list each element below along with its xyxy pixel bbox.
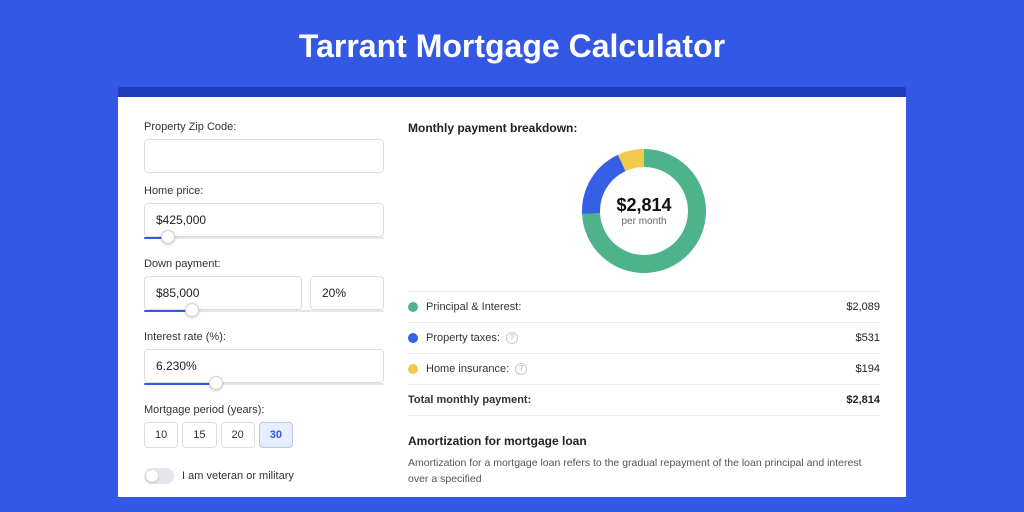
legend-total-label: Total monthly payment: <box>408 394 531 406</box>
period-button-15[interactable]: 15 <box>182 422 216 448</box>
zip-label: Property Zip Code: <box>144 121 384 133</box>
mortgage-period-group: 10152030 <box>144 422 384 448</box>
slider-fill <box>144 383 216 385</box>
donut-chart: $2,814 per month <box>582 149 706 273</box>
legend-label: Principal & Interest: <box>426 301 521 313</box>
legend-label: Property taxes: <box>426 332 500 344</box>
period-button-20[interactable]: 20 <box>221 422 255 448</box>
down-payment-label: Down payment: <box>144 258 384 270</box>
amortization-title: Amortization for mortgage loan <box>408 434 880 448</box>
legend-value: $2,089 <box>846 301 880 313</box>
legend-row: Home insurance:? $194 <box>408 354 880 385</box>
down-payment-slider[interactable] <box>144 307 384 319</box>
help-icon[interactable]: ? <box>515 363 527 375</box>
legend-total-value: $2,814 <box>846 394 880 406</box>
down-payment-pct-input[interactable] <box>310 276 384 310</box>
veteran-label: I am veteran or military <box>182 470 294 482</box>
legend-value: $194 <box>856 363 880 375</box>
help-icon[interactable]: ? <box>506 332 518 344</box>
legend-row: Principal & Interest: $2,089 <box>408 292 880 323</box>
legend-swatch <box>408 302 418 312</box>
down-payment-input[interactable] <box>144 276 302 310</box>
legend-swatch <box>408 364 418 374</box>
donut-sub: per month <box>621 216 666 227</box>
calculator-card: Property Zip Code: Home price: Down paym… <box>118 97 906 497</box>
home-price-label: Home price: <box>144 185 384 197</box>
card-accent-bar <box>118 87 906 97</box>
slider-thumb[interactable] <box>161 230 175 244</box>
donut-center: $2,814 per month <box>582 149 706 273</box>
legend-total-row: Total monthly payment: $2,814 <box>408 385 880 416</box>
slider-track <box>144 237 384 239</box>
period-button-10[interactable]: 10 <box>144 422 178 448</box>
veteran-toggle[interactable] <box>144 468 174 484</box>
interest-rate-label: Interest rate (%): <box>144 331 384 343</box>
amortization-text: Amortization for a mortgage loan refers … <box>408 456 880 488</box>
toggle-knob <box>146 470 158 482</box>
home-price-input[interactable] <box>144 203 384 237</box>
slider-thumb[interactable] <box>185 303 199 317</box>
interest-rate-input[interactable] <box>144 349 384 383</box>
legend-value: $531 <box>856 332 880 344</box>
zip-input[interactable] <box>144 139 384 173</box>
breakdown-title: Monthly payment breakdown: <box>408 121 880 135</box>
interest-rate-slider[interactable] <box>144 380 384 392</box>
period-button-30[interactable]: 30 <box>259 422 293 448</box>
inputs-column: Property Zip Code: Home price: Down paym… <box>144 121 384 497</box>
page-title: Tarrant Mortgage Calculator <box>0 0 1024 87</box>
amortization-section: Amortization for mortgage loan Amortizat… <box>408 434 880 488</box>
breakdown-column: Monthly payment breakdown: $2,814 per mo… <box>408 121 880 497</box>
legend-swatch <box>408 333 418 343</box>
legend-label: Home insurance: <box>426 363 509 375</box>
legend-row: Property taxes:? $531 <box>408 323 880 354</box>
slider-thumb[interactable] <box>209 376 223 390</box>
home-price-slider[interactable] <box>144 234 384 246</box>
donut-amount: $2,814 <box>616 195 671 216</box>
legend: Principal & Interest: $2,089 Property taxe… <box>408 291 880 416</box>
donut-wrap: $2,814 per month <box>408 149 880 273</box>
mortgage-period-label: Mortgage period (years): <box>144 404 384 416</box>
